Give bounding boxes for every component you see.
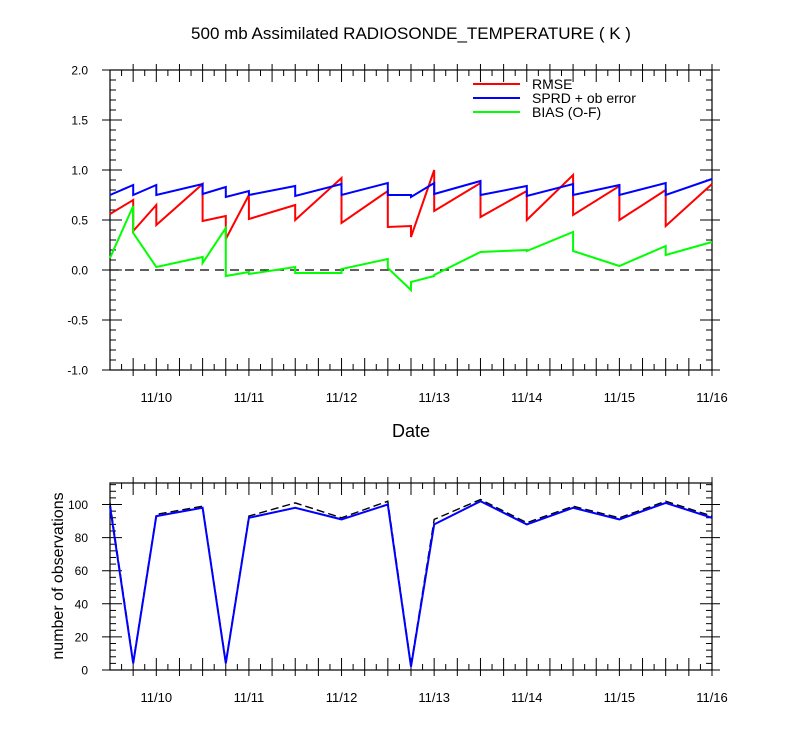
- x-tick-label: 11/14: [511, 690, 543, 705]
- series-line-observations-used: [109, 500, 713, 667]
- plot-frame: [109, 69, 713, 371]
- legend-label: SPRD + ob error: [532, 90, 636, 106]
- y-tick-label: 1.5: [71, 114, 88, 128]
- legend-label: BIAS (O-F): [532, 104, 601, 120]
- x-tick-label: 11/13: [418, 690, 450, 705]
- y-tick-label: 80: [75, 531, 89, 545]
- y-tick-label: 0.0: [71, 264, 88, 278]
- x-tick-label: 11/16: [696, 690, 728, 705]
- bottom-panel: 11/10 11/11 11/12 11/13 11/14 11/15 11/16 0 20 40…: [68, 477, 728, 705]
- x-tick-label: 11/14: [511, 390, 543, 405]
- y-tick-label: 2.0: [71, 64, 88, 78]
- x-tick-label: 11/10: [141, 690, 173, 705]
- x-tick-label: 11/15: [604, 690, 636, 705]
- y-tick-label: 60: [75, 564, 89, 578]
- x-tick-label: 11/16: [696, 390, 728, 405]
- y-tick-label: -0.5: [67, 314, 88, 328]
- y-tick-label: 1.0: [71, 164, 88, 178]
- x-tick-label: 11/13: [418, 390, 450, 405]
- legend-label: RMSE: [532, 76, 572, 92]
- plot-frame: [109, 482, 713, 671]
- top-panel: 11/10 11/11 11/12 11/13 11/14 11/15 11/16 -1.0 -…: [67, 64, 727, 406]
- series-line-observations-possible: [109, 498, 713, 666]
- y-tick-label: -1.0: [67, 364, 88, 378]
- x-tick-label: 11/12: [326, 390, 358, 405]
- y-tick-label: 0: [81, 664, 88, 678]
- x-tick-label: 11/12: [326, 690, 358, 705]
- series-line-bias-o-f: [109, 205, 713, 293]
- x-tick-label: 11/11: [234, 390, 265, 405]
- y-axis-label-observations: number of observations: [50, 492, 67, 659]
- y-tick-label: 20: [75, 630, 89, 644]
- chart-title: 500 mb Assimilated RADIOSONDE_TEMPERATUR…: [191, 24, 631, 43]
- series-line-rmse: [109, 169, 713, 240]
- y-tick-label: 100: [68, 498, 88, 512]
- x-tick-label: 11/11: [234, 690, 265, 705]
- x-axis-label: Date: [392, 421, 430, 441]
- series-line-sprd-ob-error: [109, 178, 713, 199]
- x-tick-label: 11/15: [604, 390, 636, 405]
- y-tick-label: 0.5: [71, 214, 88, 228]
- y-tick-label: 40: [75, 597, 89, 611]
- x-tick-label: 11/10: [141, 390, 173, 405]
